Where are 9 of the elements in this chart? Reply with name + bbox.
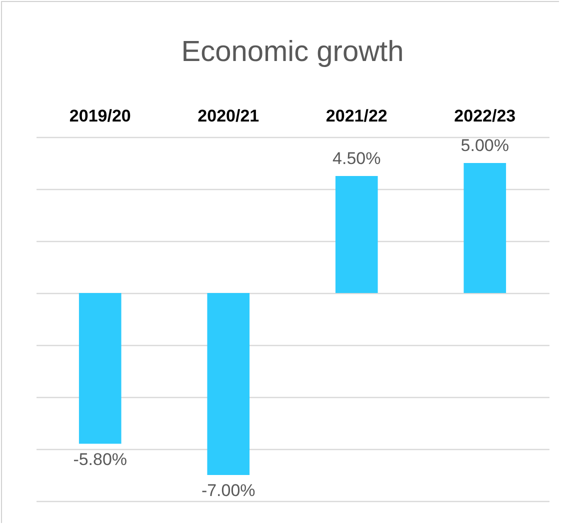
chart-title: Economic growth [181,36,404,68]
data-label: -7.00% [201,481,256,500]
x-tick-label: 2020/21 [198,106,260,126]
data-label: 5.00% [460,136,509,155]
x-tick-label: 2021/22 [326,106,388,126]
data-label: 4.50% [332,149,381,168]
x-tick-label: 2022/23 [454,106,516,126]
data-label: -5.80% [73,450,128,469]
x-tick-label: 2019/20 [69,106,131,126]
